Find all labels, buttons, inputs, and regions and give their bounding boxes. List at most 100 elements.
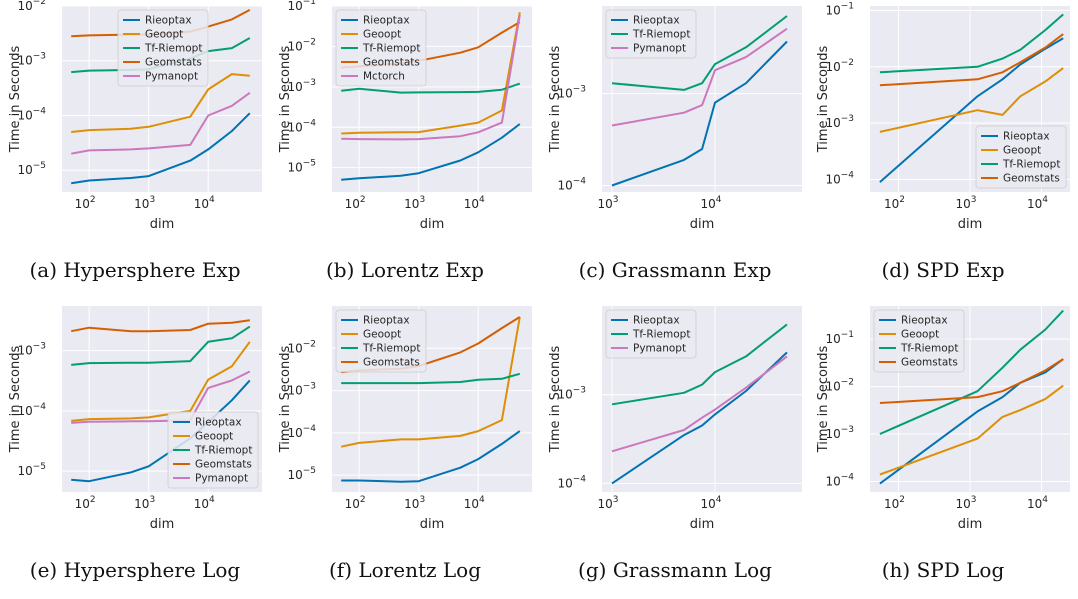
y-tick-label: 10−2 <box>17 0 46 13</box>
legend-label-mctorch: Mctorch <box>363 71 405 83</box>
series-line-geoopt <box>340 316 521 448</box>
x-tick-label: 103 <box>134 495 155 511</box>
legend-label-tf-riemopt: Tf-Riemopt <box>144 43 202 55</box>
legend-label-geoopt: Geoopt <box>363 29 401 41</box>
series-line-rieoptax <box>879 37 1064 183</box>
legend-label-pymanopt: Pymanopt <box>633 43 686 55</box>
legend-label-rieoptax: Rieoptax <box>633 15 680 27</box>
y-tick-label: 10−5 <box>287 159 316 175</box>
series-line-tf-riemopt <box>611 15 788 91</box>
series-line-rieoptax <box>341 430 521 483</box>
x-axis-label: dim <box>958 517 983 532</box>
x-tick-label: 102 <box>884 195 905 211</box>
series-line-tf-riemopt <box>341 372 521 385</box>
y-tick-label: 10−1 <box>825 330 854 346</box>
series-line-rieoptax <box>611 351 788 485</box>
series-line-tf-riemopt <box>341 82 521 94</box>
caption-h: (h) SPD Log <box>881 558 1005 582</box>
x-tick-label: 103 <box>597 495 618 511</box>
caption-g: (g) Grassmann Log <box>578 558 772 582</box>
x-tick-label: 102 <box>884 495 905 511</box>
panel-c: 103 104 10−4 10−3 dim Time in Seconds Rieoptax… <box>540 0 810 299</box>
x-tick-label: 102 <box>75 495 96 511</box>
series-line-rieoptax <box>879 358 1064 485</box>
legend-label-geomstats: Geomstats <box>195 459 252 471</box>
x-axis-label: dim <box>150 517 175 532</box>
legend-label-rieoptax: Rieoptax <box>1003 131 1050 143</box>
legend: Rieoptax Geoopt Tf-Riemopt Geomstats Pymanop… <box>117 9 209 87</box>
x-tick-label: 104 <box>464 195 485 211</box>
legend-label-geomstats: Geomstats <box>145 57 202 69</box>
series-line-geomstats <box>879 33 1064 87</box>
caption-e: (e) Hypersphere Log <box>29 558 241 582</box>
legend-label-rieoptax: Rieoptax <box>145 15 192 27</box>
legend-label-geomstats: Geomstats <box>363 57 420 69</box>
legend-label-geoopt: Geoopt <box>901 329 939 341</box>
legend-label-geomstats: Geomstats <box>901 357 958 369</box>
series-line-rieoptax <box>611 40 788 187</box>
y-axis-label: Time in Seconds <box>278 46 293 154</box>
series-line-pymanopt <box>71 91 251 155</box>
x-axis-label: dim <box>420 517 445 532</box>
panel-h: 102 103 104 10−4 10−3 10−2 10−1 dim Time in Seco… <box>808 300 1078 599</box>
legend-label-rieoptax: Rieoptax <box>363 15 410 27</box>
legend-label-tf-riemopt: Tf-Riemopt <box>900 343 958 355</box>
panel-g: 103 104 10−4 10−3 dim Time in Seconds Rieoptax… <box>540 300 810 599</box>
legend-label-pymanopt: Pymanopt <box>145 71 198 83</box>
x-tick-label: 103 <box>404 195 425 211</box>
series-line-tf-riemopt <box>879 13 1064 74</box>
series-line-tf-riemopt <box>611 323 788 406</box>
legend-label-geoopt: Geoopt <box>195 431 233 443</box>
panel-b: 102 103 104 10−5 10−4 10−3 10−2 10−1 dim Time in … <box>270 0 540 299</box>
legend-label-rieoptax: Rieoptax <box>633 315 680 327</box>
x-tick-label: 104 <box>700 195 721 211</box>
y-axis-label: Time in Seconds <box>548 46 563 154</box>
series-line-geoopt <box>71 73 250 133</box>
y-axis-label: Time in Seconds <box>278 346 293 454</box>
legend-label-pymanopt: Pymanopt <box>633 343 686 355</box>
x-tick-label: 104 <box>464 495 485 511</box>
series-line-geoopt <box>879 67 1064 133</box>
y-tick-label: 10−4 <box>557 177 586 193</box>
x-tick-label: 103 <box>404 495 425 511</box>
caption-c: (c) Grassmann Exp <box>578 258 772 282</box>
panel-d: 102 103 104 10−4 10−3 10−2 10−1 dim Time in Seco… <box>808 0 1078 299</box>
x-axis-label: dim <box>690 217 715 232</box>
y-tick-label: 10−4 <box>825 472 854 488</box>
legend: Rieoptax Geoopt Tf-Riemopt Geomstats <box>975 125 1067 189</box>
legend-label-rieoptax: Rieoptax <box>195 417 242 429</box>
x-tick-label: 104 <box>700 495 721 511</box>
y-tick-label: 10−5 <box>17 161 46 177</box>
y-tick-label: 10−5 <box>17 462 46 478</box>
x-tick-label: 102 <box>345 495 366 511</box>
legend-label-rieoptax: Rieoptax <box>901 315 948 327</box>
series-line-pymanopt <box>611 27 788 127</box>
x-axis-label: dim <box>420 217 445 232</box>
y-axis-label: Time in Seconds <box>8 46 23 154</box>
x-tick-label: 102 <box>345 195 366 211</box>
series-line-tf-riemopt <box>71 325 251 366</box>
caption-f: (f) Lorentz Log <box>328 558 482 582</box>
y-tick-label: 10−5 <box>287 466 316 482</box>
caption-b: (b) Lorentz Exp <box>326 258 484 282</box>
legend-label-geoopt: Geoopt <box>363 329 401 341</box>
caption-a: (a) Hypersphere Exp <box>29 258 241 282</box>
legend: Rieoptax Tf-Riemopt Pymanopt <box>605 9 697 59</box>
legend-label-tf-riemopt: Tf-Riemopt <box>362 343 420 355</box>
y-axis-label: Time in Seconds <box>548 346 563 454</box>
x-tick-label: 104 <box>1027 195 1048 211</box>
legend-label-geoopt: Geoopt <box>145 29 183 41</box>
legend-label-rieoptax: Rieoptax <box>363 315 410 327</box>
x-tick-label: 104 <box>194 495 215 511</box>
caption-d: (d) SPD Exp <box>881 258 1005 282</box>
x-tick-label: 103 <box>134 195 155 211</box>
x-axis-label: dim <box>690 517 715 532</box>
x-tick-label: 103 <box>597 195 618 211</box>
